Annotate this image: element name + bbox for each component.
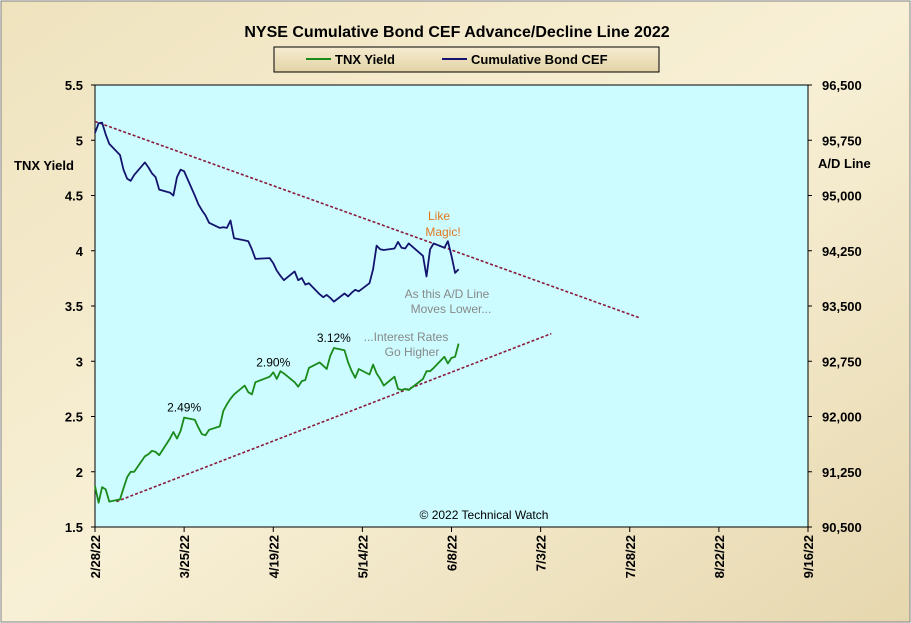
right-tick-label: 94,250 xyxy=(822,244,862,259)
trendline-upper-resistance xyxy=(94,120,641,319)
x-tick-label: 5/14/22 xyxy=(355,535,370,578)
annotation-like: Like xyxy=(428,209,450,223)
trendlines xyxy=(94,120,641,503)
right-tick-label: 92,750 xyxy=(822,354,862,369)
x-tick-label: 3/25/22 xyxy=(177,535,192,578)
data-label: 2.90% xyxy=(256,355,290,369)
legend: TNX Yield Cumulative Bond CEF xyxy=(273,46,660,73)
series-line-tnx-yield xyxy=(94,343,460,504)
annotation-ad-line: As this A/D Line xyxy=(405,287,490,301)
right-tick-label: 96,500 xyxy=(822,78,862,93)
right-tick-label: 95,000 xyxy=(822,189,862,204)
x-tick-label: 6/8/22 xyxy=(445,535,460,571)
left-tick-label: 1.5 xyxy=(65,520,83,535)
annotations: Like Magic! As this A/D Line Moves Lower… xyxy=(364,209,492,359)
series-line-cumulative-bond-cef xyxy=(94,121,460,303)
left-tick-label: 5.5 xyxy=(65,78,83,93)
data-label: 2.49% xyxy=(167,401,201,415)
left-axis-ticks: 1.5 2 2.5 3 3.5 4 4.5 5 5.5 xyxy=(65,78,95,535)
right-tick-label: 93,500 xyxy=(822,299,862,314)
right-axis-ticks: 90,500 91,250 92,000 92,750 93,500 94,250 95,0… xyxy=(808,78,862,535)
left-tick-label: 2.5 xyxy=(65,410,83,425)
x-tick-label: 7/28/22 xyxy=(623,535,638,578)
x-tick-label: 4/19/22 xyxy=(266,535,281,578)
annotation-magic: Magic! xyxy=(425,225,460,239)
data-labels: 2.49% 2.90% 3.12% xyxy=(167,331,351,415)
left-tick-label: 5 xyxy=(76,133,83,148)
series-layer xyxy=(94,121,460,504)
chart-title: NYSE Cumulative Bond CEF Advance/Decline… xyxy=(244,24,669,41)
legend-label-ad-line: Cumulative Bond CEF xyxy=(471,52,608,67)
right-tick-label: 90,500 xyxy=(822,520,862,535)
x-axis-ticks: 2/28/22 3/25/22 4/19/22 5/14/22 6/8/22 7/3/22… xyxy=(88,527,816,578)
right-axis-label: A/D Line xyxy=(818,156,871,171)
right-tick-label: 95,750 xyxy=(822,133,862,148)
right-tick-label: 91,250 xyxy=(822,465,862,480)
copyright: © 2022 Technical Watch xyxy=(420,508,549,522)
annotation-interest-rates: ...Interest Rates xyxy=(364,330,449,344)
trendline-lower-support xyxy=(116,332,552,503)
plot-area xyxy=(94,84,809,528)
annotation-go-higher: Go Higher xyxy=(385,345,440,359)
left-tick-label: 2 xyxy=(76,465,83,480)
left-tick-label: 3.5 xyxy=(65,299,83,314)
x-tick-label: 9/16/22 xyxy=(801,535,816,578)
left-tick-label: 4.5 xyxy=(65,189,83,204)
annotation-moves-lower: Moves Lower... xyxy=(411,302,492,316)
x-tick-label: 7/3/22 xyxy=(534,535,549,571)
left-tick-label: 4 xyxy=(76,244,84,259)
right-tick-label: 92,000 xyxy=(822,410,862,425)
left-tick-label: 3 xyxy=(76,354,83,369)
x-tick-label: 8/22/22 xyxy=(712,535,727,578)
left-axis-label: TNX Yield xyxy=(14,158,74,173)
x-tick-label: 2/28/22 xyxy=(88,535,103,578)
legend-label-tnx: TNX Yield xyxy=(335,52,395,67)
data-label: 3.12% xyxy=(317,331,351,345)
